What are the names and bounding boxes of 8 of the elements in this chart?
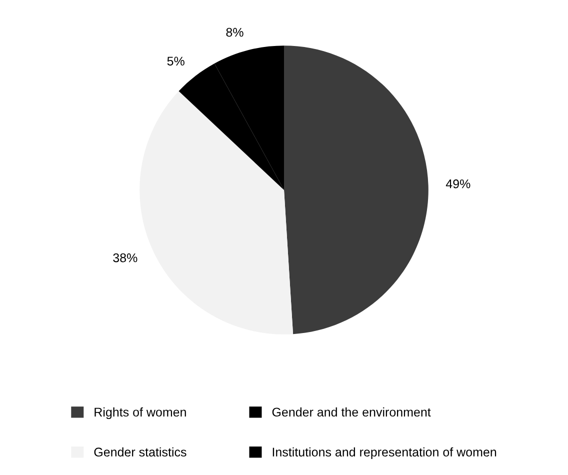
legend-label: Gender statistics <box>94 447 186 457</box>
data-label: 8% <box>226 28 244 37</box>
legend-label: Institutions and representation of women <box>272 447 496 459</box>
data-label: 5% <box>167 56 184 66</box>
data-label: 49% <box>446 179 470 188</box>
legend-label: Rights of women <box>94 407 186 420</box>
data-label: 38% <box>113 253 138 262</box>
legend-label: Gender and the environment <box>272 407 431 417</box>
